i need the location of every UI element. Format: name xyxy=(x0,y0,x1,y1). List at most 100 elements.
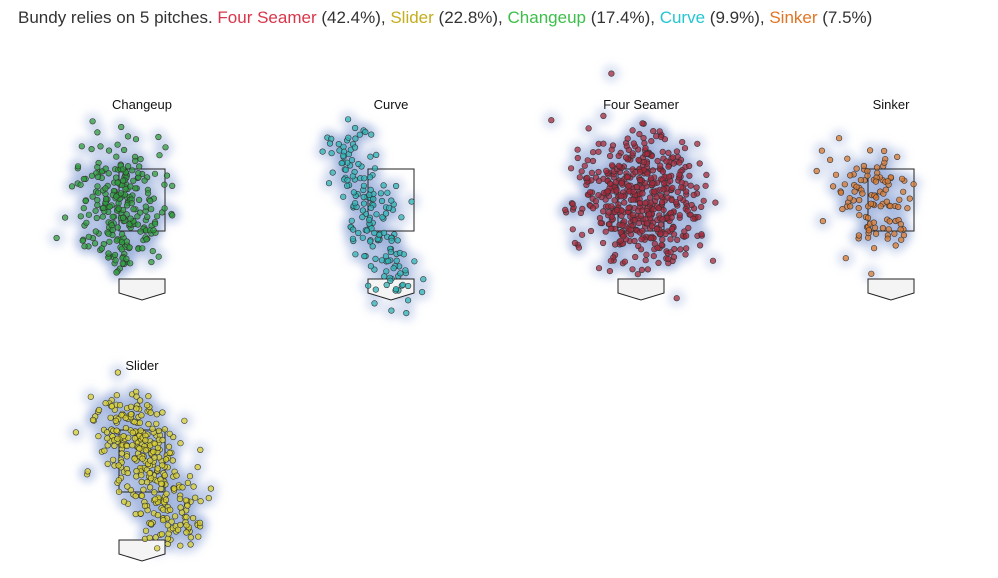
pitch-point xyxy=(105,230,112,237)
pitch-point xyxy=(366,191,373,198)
pitch-point xyxy=(839,206,846,213)
pitch-point xyxy=(622,154,630,161)
pitch-point xyxy=(133,393,140,400)
pitch-point xyxy=(668,226,676,233)
pitch-point xyxy=(574,146,581,153)
pitch-point xyxy=(85,211,92,218)
pitch-point xyxy=(122,186,129,193)
pitch-point xyxy=(127,403,135,410)
pitch-point xyxy=(873,194,880,201)
pitch-point xyxy=(133,405,140,412)
pitch-point xyxy=(660,180,668,187)
pitch-point xyxy=(147,457,154,464)
pitch-point xyxy=(131,418,138,426)
pitch-point xyxy=(130,177,137,184)
pitch-point xyxy=(387,248,395,256)
pitch-panel: Curve xyxy=(313,97,433,323)
pitch-point xyxy=(585,125,592,132)
pitch-point xyxy=(619,222,626,229)
pitch-point xyxy=(80,175,87,183)
pitch-point xyxy=(371,165,379,172)
pitch-point xyxy=(182,497,189,504)
pitch-point xyxy=(578,168,585,175)
pitch-point xyxy=(108,403,115,410)
pitch-point xyxy=(621,199,628,206)
pitch-point xyxy=(629,266,636,273)
pitch-point xyxy=(385,258,392,265)
pitch-name: Four Seamer xyxy=(217,8,317,27)
pitch-point xyxy=(589,149,597,156)
pitch-point xyxy=(638,266,646,274)
pitch-point xyxy=(97,143,104,150)
pitch-point xyxy=(611,241,619,248)
pitch-point xyxy=(669,184,676,191)
pitch-point xyxy=(154,465,161,472)
pitch-point xyxy=(703,171,710,178)
pitch-point xyxy=(150,227,157,234)
pitch-point xyxy=(360,193,367,201)
pitch-point xyxy=(177,504,184,511)
pitch-point xyxy=(129,442,136,449)
pitch-point xyxy=(144,479,151,486)
pitch-point xyxy=(864,172,871,179)
pitch-point xyxy=(77,213,84,220)
pitch-point xyxy=(142,447,149,454)
pitch-point xyxy=(670,160,677,167)
pitch-point xyxy=(388,307,395,314)
pitch-point xyxy=(169,182,176,189)
pitch-point xyxy=(344,182,351,189)
pitch-point xyxy=(659,236,666,243)
pitch-point xyxy=(608,213,615,220)
pitch-point xyxy=(109,213,116,220)
pitch-point xyxy=(870,219,877,226)
pitch-point xyxy=(829,183,837,190)
pitch-points xyxy=(548,70,719,302)
pitch-point xyxy=(127,260,134,267)
pitch-point xyxy=(165,443,173,450)
pitch-point xyxy=(586,189,594,196)
pitch-point xyxy=(102,165,109,172)
pitch-point xyxy=(136,419,143,426)
pitch-point xyxy=(89,416,97,424)
pitch-point xyxy=(577,209,585,217)
pitch-point xyxy=(644,170,651,177)
pitch-point xyxy=(152,220,159,227)
pitch-point xyxy=(141,502,149,510)
pitch-point xyxy=(419,289,426,296)
pitch-point xyxy=(855,205,862,212)
pitch-point xyxy=(161,472,168,479)
pitch-point xyxy=(147,197,154,205)
pitch-point xyxy=(350,189,358,196)
pitch-point xyxy=(137,156,144,163)
pitch-point xyxy=(897,226,904,233)
pitch-point xyxy=(158,531,165,538)
pitch-point xyxy=(151,170,159,177)
pitch-point xyxy=(669,154,676,161)
pitch-point xyxy=(361,253,368,260)
pitch-point xyxy=(162,496,170,503)
pitch-point xyxy=(113,153,120,160)
pitch-point xyxy=(186,473,194,480)
pitch-point xyxy=(80,205,87,212)
pitch-point xyxy=(114,224,121,231)
pitch-point xyxy=(355,160,362,168)
pitch-points xyxy=(319,116,427,317)
pitch-point xyxy=(642,145,649,152)
pitch-point xyxy=(68,183,76,190)
pitch-panel: Slider xyxy=(66,358,220,562)
pitch-point xyxy=(629,211,637,218)
pitch-point xyxy=(607,257,614,264)
pitch-point xyxy=(381,273,388,280)
pitch-point xyxy=(611,197,618,204)
pitch-point xyxy=(72,429,79,436)
pitch-point xyxy=(676,159,683,166)
pitch-point xyxy=(197,498,204,505)
pitch-point xyxy=(853,165,860,172)
pitch-point xyxy=(115,488,123,495)
pitch-point xyxy=(690,215,697,222)
pitch-point xyxy=(128,200,135,207)
pitch-point xyxy=(866,147,874,154)
pitch-point xyxy=(101,447,108,454)
pitch-point xyxy=(205,495,212,502)
pitch-share: (9.9%), xyxy=(710,8,765,27)
